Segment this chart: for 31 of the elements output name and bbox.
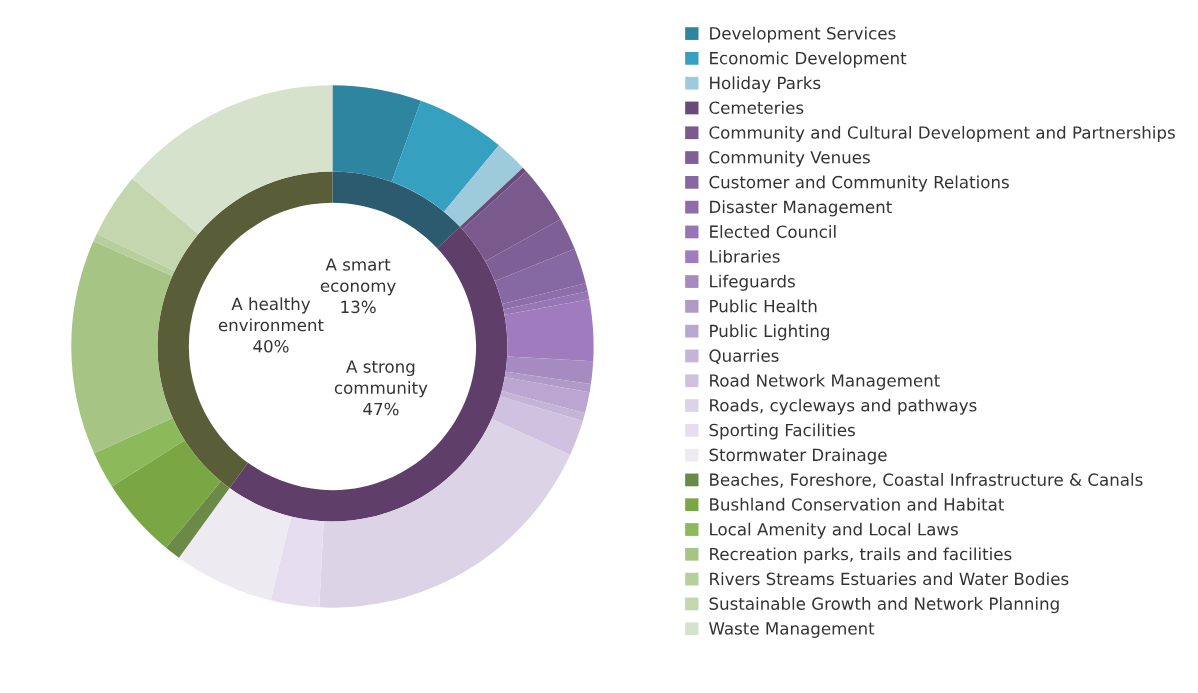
legend-label: Public Health — [710, 299, 817, 313]
legend-label: Quarries — [709, 349, 779, 364]
legend-label: Elected Council — [710, 225, 836, 238]
legend-label: Stormwater Drainage — [709, 448, 887, 465]
legend-label: Lifeguards — [710, 274, 795, 291]
slice-label: A strong community — [334, 360, 428, 398]
legend-label: Economic Development — [710, 51, 907, 68]
legend-label: Waste Management — [709, 622, 875, 638]
legend-label: Libraries — [710, 249, 780, 263]
legend-label: Road Network Management — [710, 373, 940, 390]
legend-label: Rivers Streams Estuaries and Water Bodies — [710, 572, 1069, 586]
legend-label: Holiday Parks — [710, 76, 821, 93]
legend-label: Sustainable Growth and Network Planning — [709, 597, 1059, 614]
legend-label: Sporting Facilities — [709, 423, 855, 440]
legend-label: Community and Cultural Development and Partnerships — [709, 125, 1175, 143]
legend-label: Customer and Community Relations — [709, 175, 1009, 192]
legend-label: Beaches, Foreshore, Coastal Infrastructure & Canals — [710, 473, 1143, 488]
legend-label: Public Lighting — [710, 324, 829, 341]
legend-label: Recreation parks, trails and facilities — [710, 547, 1012, 564]
legend-label: Cemeteries — [709, 101, 804, 114]
legend-label: Roads, cycleways and pathways — [710, 398, 977, 415]
legend-label: Bushland Conservation and Habitat — [710, 497, 1004, 511]
legend-label: Development Services — [710, 26, 896, 43]
data-label: 13% — [341, 300, 376, 314]
slice-label: A healthy environment — [218, 297, 324, 332]
legend-label: Community Venues — [709, 150, 870, 167]
legend-label: Disaster Management — [710, 200, 892, 217]
data-label: 47% — [363, 402, 399, 416]
legend-label: Local Amenity and Local Laws — [710, 522, 958, 539]
data-label: 40% — [253, 339, 289, 353]
slice-label: A smart economy — [320, 258, 396, 296]
